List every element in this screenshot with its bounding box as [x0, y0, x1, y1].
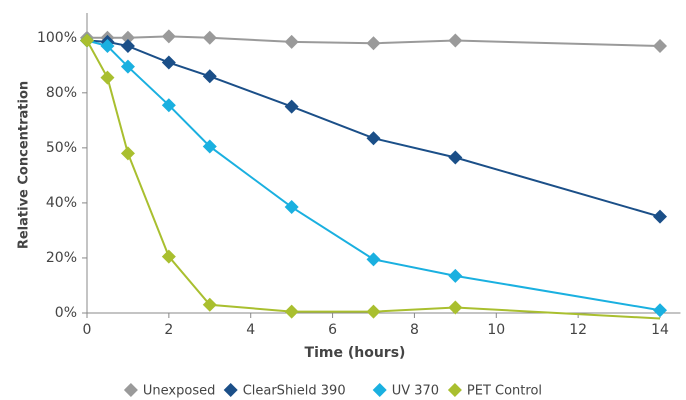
data-point — [161, 29, 176, 44]
x-tick-label: 10 — [487, 322, 505, 338]
y-tick-label: 50% — [46, 140, 77, 156]
data-point — [653, 39, 667, 54]
x-tick-label: 0 — [83, 322, 92, 338]
legend: Unexposed ClearShield 390 UV 370 PET Contro… — [123, 383, 542, 399]
data-point — [284, 200, 299, 215]
data-point — [202, 297, 217, 312]
data-point — [284, 99, 299, 114]
legend-marker — [223, 383, 238, 397]
legend-label: UV 370 — [392, 384, 439, 399]
data-point — [100, 39, 115, 54]
data-point — [366, 36, 381, 51]
legend-label: Unexposed — [143, 384, 215, 399]
data-point — [448, 33, 463, 48]
data-point — [448, 268, 463, 283]
data-point — [366, 304, 381, 319]
data-point — [284, 304, 299, 319]
data-point — [161, 98, 176, 113]
series-line — [86, 40, 661, 320]
x-tick-label: 12 — [569, 322, 587, 338]
data-point — [448, 300, 463, 315]
data-point — [161, 55, 176, 70]
data-point — [284, 34, 299, 49]
data-point — [202, 69, 217, 84]
y-tick-label: 20% — [46, 250, 77, 266]
x-axis-label: Time (hours) — [305, 345, 406, 361]
data-point — [161, 249, 176, 264]
x-tick-label: 8 — [410, 322, 419, 338]
legend-marker — [123, 383, 138, 397]
data-point — [100, 70, 115, 85]
y-tick-label: 0% — [55, 305, 77, 321]
data-point — [80, 33, 94, 48]
data-point — [202, 139, 217, 154]
data-point — [202, 30, 217, 45]
series-line — [86, 39, 661, 218]
data-point — [366, 252, 381, 267]
data-point — [120, 39, 135, 54]
series-line — [86, 39, 661, 312]
legend-label: ClearShield 390 — [243, 384, 346, 399]
x-tick-label: 4 — [246, 322, 255, 338]
data-point — [120, 59, 135, 74]
y-tick-label: 80% — [46, 85, 77, 101]
data-point — [653, 209, 667, 224]
legend-label: PET Control — [467, 384, 542, 399]
data-point — [366, 131, 381, 146]
x-tick-label: 2 — [164, 322, 173, 338]
y-axis-label: Relative Concentration — [17, 81, 32, 249]
data-point — [653, 303, 667, 318]
data-point — [448, 150, 463, 165]
y-tick-label: 100% — [37, 30, 77, 46]
data-point — [120, 146, 135, 161]
x-tick-label: 6 — [328, 322, 337, 338]
legend-marker — [447, 383, 462, 397]
x-tick-label: 14 — [651, 322, 669, 338]
legend-marker — [372, 383, 387, 397]
data-point — [120, 30, 135, 45]
y-tick-label: 40% — [46, 195, 77, 211]
